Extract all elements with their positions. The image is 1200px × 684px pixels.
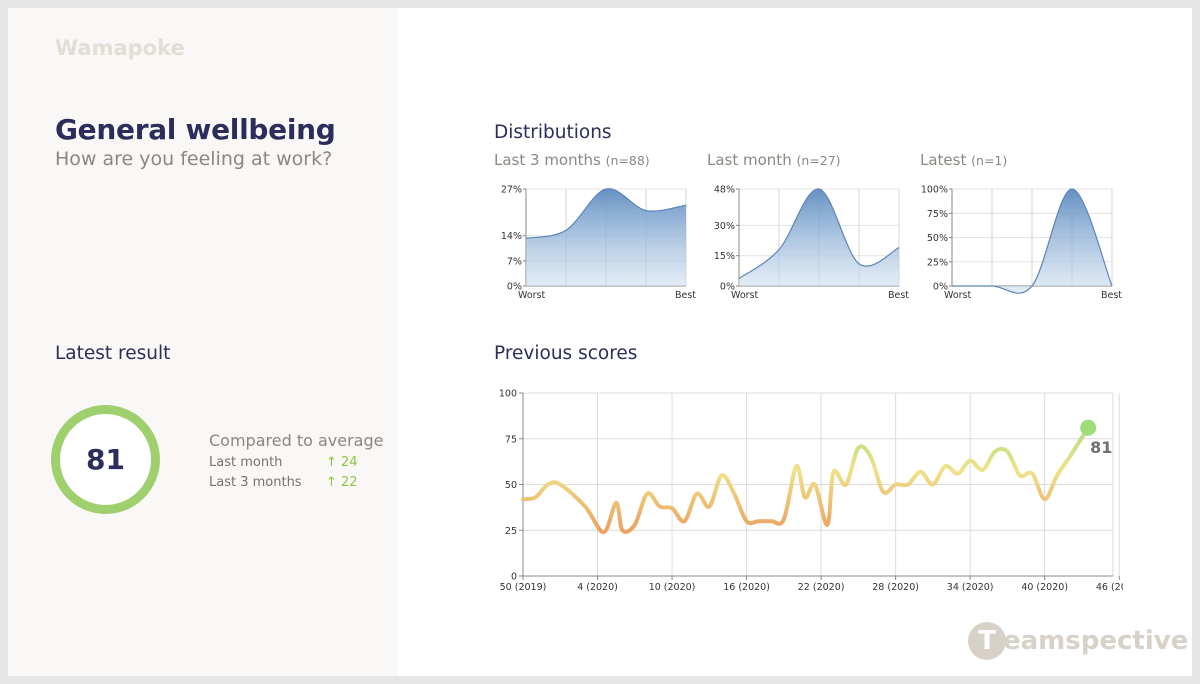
- y-tick-label: 100: [499, 389, 517, 400]
- y-tick-label: 0%: [507, 282, 522, 293]
- x-tick-label: 10 (2020): [649, 582, 696, 593]
- x-tick-label: Worst: [944, 290, 972, 301]
- compare-row-delta: ↑ 24: [326, 455, 358, 470]
- y-tick-label: 7%: [507, 256, 522, 267]
- dist-label-latest: Latest (n=1): [920, 151, 1007, 169]
- dist-label-3m: Last 3 months (n=88): [494, 151, 650, 169]
- y-tick-label: 100%: [921, 185, 948, 196]
- y-tick-label: 75%: [927, 209, 948, 220]
- latest-score-label: 81: [1090, 438, 1112, 457]
- x-tick-label: 40 (2020): [1021, 582, 1068, 593]
- distribution-line: [738, 188, 900, 280]
- compare-row-label: Last 3 months: [209, 475, 302, 490]
- score-line: [521, 425, 1091, 535]
- x-tick-label: Best: [1101, 290, 1122, 301]
- dist-count: (n=88): [605, 153, 650, 168]
- y-tick-label: 48%: [714, 185, 735, 196]
- compare-row-label: Last month: [209, 455, 283, 470]
- distribution-chart-latest: 0% 25% 50% 75% 100% Worst Best: [921, 185, 1122, 302]
- compare-row-delta: ↑ 22: [326, 475, 358, 490]
- teamspective-logo: T eamspective: [968, 621, 1188, 661]
- score-ring: 81: [49, 403, 162, 516]
- previous-scores-chart: 0 25 50 75 100 50 (2019) 4 (2020) 10 (2020) 16 (…: [499, 389, 1123, 594]
- dist-label-1m: Last month (n=27): [707, 151, 841, 169]
- x-tick-label: 4 (2020): [577, 582, 618, 593]
- y-tick-label: 0: [511, 572, 517, 583]
- y-tick-label: 50: [505, 480, 517, 491]
- x-tick-label: Worst: [518, 290, 546, 301]
- x-tick-label: Best: [888, 290, 909, 301]
- company-name: Wamapoke: [55, 36, 185, 60]
- distribution-area: [952, 189, 1112, 294]
- dist-count: (n=1): [971, 153, 1008, 168]
- y-tick-label: 30%: [714, 221, 735, 232]
- distribution-chart-1m: 0% 15% 30% 48% Worst Best: [714, 185, 909, 302]
- x-tick-label: 34 (2020): [947, 582, 994, 593]
- latest-result-heading: Latest result: [55, 343, 171, 364]
- report-slide: Wamapoke General wellbeing How are you f…: [8, 8, 1192, 676]
- score-ring-graphic: [51, 405, 160, 514]
- y-tick-label: 25%: [927, 257, 948, 268]
- x-tick-label: 28 (2020): [872, 582, 919, 593]
- x-tick-label: Best: [675, 290, 696, 301]
- distribution-area: [526, 188, 686, 286]
- x-tick-label: 50 (2019): [500, 582, 547, 593]
- distribution-chart-3m: 0% 7% 14% 27% Worst Best: [501, 185, 696, 302]
- y-tick-label: 0%: [933, 282, 948, 293]
- page-title: General wellbeing: [55, 113, 336, 146]
- x-tick-label: 46 (2020): [1096, 582, 1123, 593]
- x-tick-label: 22 (2020): [798, 582, 845, 593]
- dist-label-text: Last month: [707, 151, 792, 169]
- previous-scores-heading: Previous scores: [494, 343, 638, 364]
- y-tick-label: 25: [505, 526, 517, 537]
- y-tick-label: 15%: [714, 251, 735, 262]
- logo-mark: T: [968, 622, 1006, 660]
- latest-score-value: 81: [86, 443, 125, 476]
- y-tick-label: 0%: [720, 282, 735, 293]
- dist-label-text: Latest: [920, 151, 967, 169]
- y-tick-label: 50%: [927, 233, 948, 244]
- left-panel: Wamapoke General wellbeing How are you f…: [8, 8, 398, 676]
- distribution-area: [739, 188, 899, 286]
- y-tick-label: 27%: [501, 185, 522, 196]
- page-subtitle: How are you feeling at work?: [55, 148, 333, 170]
- y-tick-label: 14%: [501, 231, 522, 242]
- compared-title: Compared to average: [209, 431, 384, 450]
- dist-label-text: Last 3 months: [494, 151, 601, 169]
- x-tick-label: 16 (2020): [723, 582, 770, 593]
- x-tick-label: Worst: [731, 290, 759, 301]
- latest-score-dot: [1080, 419, 1097, 436]
- y-tick-label: 75: [505, 434, 517, 445]
- dist-count: (n=27): [796, 153, 841, 168]
- logo-wordmark: eamspective: [1003, 626, 1189, 656]
- distribution-line: [525, 188, 687, 239]
- distributions-heading: Distributions: [494, 122, 612, 143]
- distribution-line: [952, 188, 1113, 294]
